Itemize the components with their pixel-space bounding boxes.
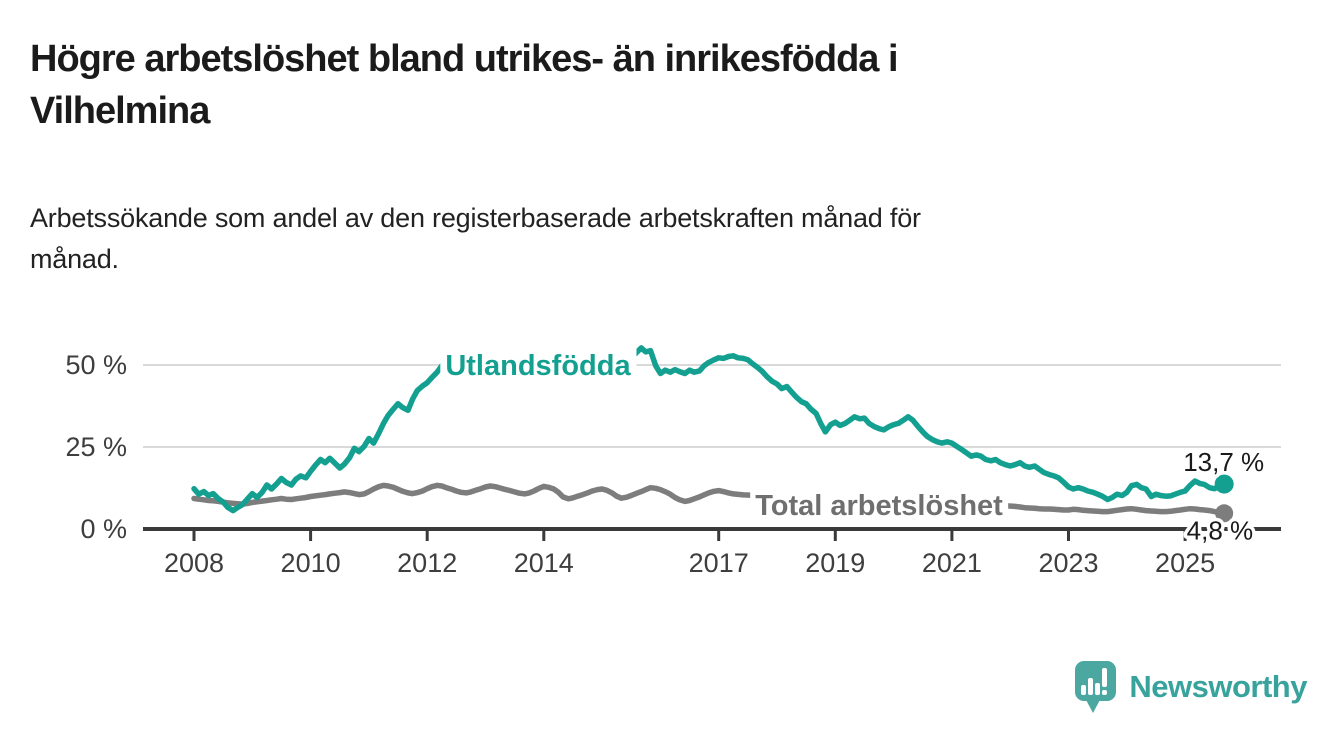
logo-bar-3 <box>1095 683 1101 695</box>
series-label: Utlandsfödda <box>445 350 631 382</box>
series-label-mask <box>750 486 1009 527</box>
series-label-mask <box>440 345 637 386</box>
logo-bubble <box>1075 661 1117 701</box>
series-line <box>191 482 1227 517</box>
title-line-1: Högre arbetslöshet bland utrikes- än inr… <box>30 38 899 80</box>
logo-exclamation-bar <box>1102 668 1108 687</box>
y-axis-tick-label: 0 % <box>80 514 127 544</box>
logo-bar-1 <box>1081 685 1087 695</box>
logo-bubble-tail <box>1085 698 1102 713</box>
y-axis-tick-label: 50 % <box>65 350 127 380</box>
x-axis-tick-label: 2017 <box>689 548 749 578</box>
x-axis-tick-label: 2012 <box>397 548 457 578</box>
newsworthy-logo-icon <box>1075 661 1117 713</box>
subtitle-line-1: Arbetssökande som andel av den registerb… <box>30 203 921 233</box>
series-line <box>191 345 1227 514</box>
logo-exclamation-dot <box>1102 690 1108 695</box>
end-value-label: 4,8 % <box>1187 515 1254 545</box>
x-axis-tick-label: 2023 <box>1038 548 1098 578</box>
newsworthy-brand[interactable]: Newsworthy <box>1074 660 1307 714</box>
brand-name: Newsworthy <box>1129 669 1307 704</box>
x-axis-tick-label: 2008 <box>164 548 224 578</box>
page-title: Högre arbetslöshet bland utrikes- än inr… <box>30 33 899 137</box>
series-end-dot <box>1214 474 1234 494</box>
series-label: Total arbetslöshet <box>755 490 1003 522</box>
x-axis-tick-label: 2014 <box>514 548 574 578</box>
series-end-dot <box>1215 504 1234 523</box>
x-axis-tick-label: 2025 <box>1155 548 1215 578</box>
title-line-2: Vilhelmina <box>30 90 210 132</box>
x-axis-tick-label: 2010 <box>281 548 341 578</box>
y-axis-tick-label: 25 % <box>65 432 127 462</box>
logo-bar-2 <box>1088 678 1094 695</box>
chart-subtitle: Arbetssökande som andel av den registerb… <box>30 198 921 280</box>
subtitle-line-2: månad. <box>30 244 119 274</box>
x-axis-tick-label: 2021 <box>922 548 982 578</box>
end-value-label: 13,7 % <box>1183 447 1264 477</box>
x-axis-tick-label: 2019 <box>805 548 865 578</box>
